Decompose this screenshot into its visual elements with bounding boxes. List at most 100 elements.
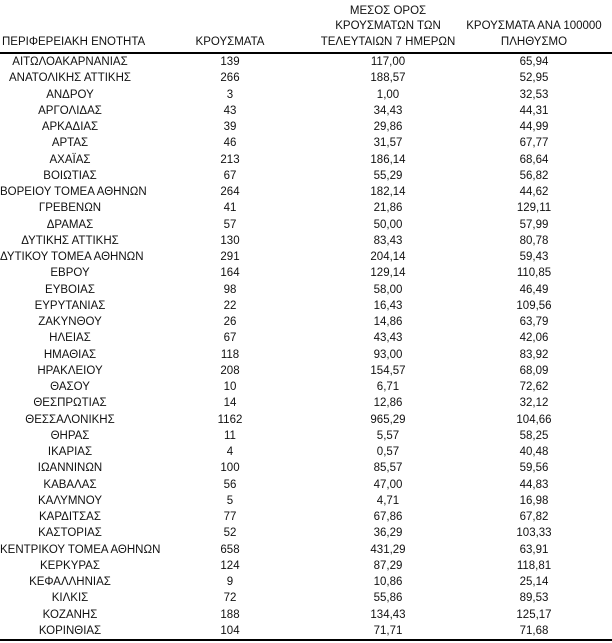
per100k-cell: 71,68 [456,622,612,642]
avg7-cell: 965,29 [370,413,406,426]
table-row: ΘΕΣΣΑΛΟΝΙΚΗΣ 1162 965,29 104,66 [0,412,612,428]
table-row: ΑΡΓΟΛΙΔΑΣ 43 34,43 44,31 [0,103,612,119]
cases-cell: 43 [223,104,237,117]
region-cell: ΔΥΤΙΚΗΣ ΑΤΤΙΚΗΣ [21,234,119,247]
table-row: ΖΑΚΥΝΘΟΥ 26 14,86 63,79 [0,314,612,330]
avg7-cell: 67,86 [373,511,403,523]
region-cell: ΚΑΣΤΟΡΙΑΣ [38,527,102,540]
region-cell: ΚΑΡΔΙΤΣΑΣ [39,511,101,523]
avg7-cell: 58,00 [373,283,403,296]
per100k-cell: 110,85 [516,267,552,280]
table-row: ΚΙΛΚΙΣ 72 55,86 89,53 [0,590,612,606]
cases-cell: 56 [223,478,237,491]
per100k-cell: 44,62 [519,186,549,198]
cases-cell: 139 [220,56,240,68]
table-row: ΙΩΑΝΝΙΝΩΝ 100 85,57 59,56 [0,460,612,476]
avg7-cell: 182,14 [370,186,406,198]
table-row: ΑΝΔΡΟΥ 3 1,00 32,53 [0,87,612,103]
column-header-avg7-line2: ΚΡΟΥΣΜΑΤΩΝ ΤΩΝ [335,20,441,32]
cases-cell: 264 [220,186,240,198]
cases-cell: 11 [224,429,236,442]
cases-cell: 5 [226,494,234,507]
avg7-cell: 431,29 [370,543,406,556]
region-cell: ΗΜΑΘΙΑΣ [43,348,97,361]
column-header-avg7-line1: ΜΕΣΟΣ ΟΡΟΣ [349,4,427,17]
cases-cell: 213 [220,153,240,166]
region-cell: ΕΒΡΟΥ [50,267,90,280]
cases-cell: 291 [220,251,240,263]
region-cell: ΓΡΕΒΕΝΩΝ [38,202,102,215]
region-cell: ΚΟΖΑΝΗΣ [42,608,98,621]
avg7-cell: 14,86 [373,316,403,328]
avg7-cell: 50,00 [373,218,403,231]
cases-cell: 14 [223,397,237,410]
per100k-cell: 83,92 [519,348,549,361]
table-row: ΔΥΤΙΚΟΥ ΤΟΜΕΑ ΑΘΗΝΩΝ 291 204,14 59,43 [0,249,612,265]
avg7-cell: 36,29 [373,527,403,540]
cases-cell: 67 [223,332,237,345]
avg7-cell: 188,57 [370,72,406,85]
table-row: ΚΑΡΔΙΤΣΑΣ 77 67,86 67,82 [0,509,612,525]
per100k-cell: 67,82 [519,511,549,523]
table-row: ΗΡΑΚΛΕΙΟΥ 208 154,57 68,09 [0,363,612,379]
table-row: ΕΒΡΟΥ 164 129,14 110,85 [0,265,612,281]
cases-cell: 72 [223,592,237,605]
avg7-cell: 55,86 [373,592,403,605]
per100k-cell: 32,12 [519,397,549,410]
avg7-cell: 12,86 [373,397,403,410]
per100k-cell: 63,79 [519,316,549,328]
cases-cell: 100 [220,462,240,475]
column-header-region-label: ΠΕΡΙΦΕΡΕΙΑΚΗ ΕΝΟΤΗΤΑ [2,35,146,48]
avg7-cell: 34,43 [373,104,403,117]
region-cell: ΑΙΤΩΛΟΑΚΑΡΝΑΝΙΑΣ [12,56,128,68]
column-header-cases: ΚΡΟΥΣΜΑΤΑ [140,0,320,54]
table-row: ΕΥΡΥΤΑΝΙΑΣ 22 16,43 109,56 [0,298,612,314]
table-row: ΒΟΙΩΤΙΑΣ 67 55,29 56,82 [0,168,612,184]
cases-cell: 22 [223,299,237,312]
region-cell: ΙΩΑΝΝΙΝΩΝ [37,462,103,475]
region-cell: ΘΗΡΑΣ [50,429,90,442]
per100k-cell: 44,31 [519,104,549,117]
region-cell: ΑΡΚΑΔΙΑΣ [41,121,99,133]
table-row: ΑΧΑΪΑΣ 213 186,14 68,64 [0,152,612,168]
avg7-cell: 0,57 [376,446,400,458]
avg7-cell: 186,14 [370,153,406,166]
cases-cell: 52 [223,527,237,540]
region-cell: ΙΚΑΡΙΑΣ [47,446,93,458]
avg7-cell: 29,86 [373,121,403,133]
per100k-cell: 104,66 [516,413,552,426]
per100k-cell: 32,53 [519,88,549,101]
table-row: ΗΛΕΙΑΣ 67 43,43 42,06 [0,330,612,346]
region-cell: ΗΛΕΙΑΣ [49,332,91,345]
table-row: ΚΟΖΑΝΗΣ 188 134,43 125,17 [0,607,612,623]
table-row: ΚΑΒΑΛΑΣ 56 47,00 44,83 [0,477,612,493]
region-cell: ΑΧΑΪΑΣ [49,153,91,166]
cases-cell: 118 [220,348,240,361]
per100k-cell: 44,83 [519,478,549,491]
avg7-cell: 10,86 [373,576,403,588]
table-row: ΚΑΣΤΟΡΙΑΣ 52 36,29 103,33 [0,525,612,541]
table-row: ΚΟΡΙΝΘΙΑΣ 104 71,71 71,68 [0,622,612,642]
table-row: ΔΥΤΙΚΗΣ ΑΤΤΙΚΗΣ 130 83,43 80,78 [0,233,612,249]
table-row: ΑΝΑΤΟΛΙΚΗΣ ΑΤΤΙΚΗΣ 266 188,57 52,95 [0,70,612,86]
per100k-cell: 72,62 [519,381,549,393]
table-row: ΚΕΡΚΥΡΑΣ 124 87,29 118,81 [0,558,612,574]
region-cell: ΚΙΛΚΙΣ [51,592,89,605]
per100k-cell: 57,99 [519,218,549,231]
table-row: ΑΡΚΑΔΙΑΣ 39 29,86 44,99 [0,119,612,135]
per100k-cell: 59,56 [519,462,549,475]
table-row: ΚΑΛΥΜΝΟΥ 5 4,71 16,98 [0,493,612,509]
cases-cell: 57 [223,218,237,231]
region-cell: ΕΥΒΟΙΑΣ [45,283,95,296]
region-cell: ΒΟΙΩΤΙΑΣ [43,169,97,182]
table-row: ΘΕΣΠΡΩΤΙΑΣ 14 12,86 32,12 [0,395,612,411]
per100k-cell: 42,06 [519,332,549,345]
avg7-cell: 21,86 [373,202,403,215]
cases-cell: 1162 [217,413,243,426]
region-cell: ΚΑΛΥΜΝΟΥ [38,494,102,507]
column-header-per100k-line1: ΚΡΟΥΣΜΑΤΑ ΑΝΑ 100000 [466,20,602,32]
table-row: ΘΑΣΟΥ 10 6,71 72,62 [0,379,612,395]
per100k-cell: 58,25 [519,429,549,442]
cases-cell: 188 [220,608,240,621]
